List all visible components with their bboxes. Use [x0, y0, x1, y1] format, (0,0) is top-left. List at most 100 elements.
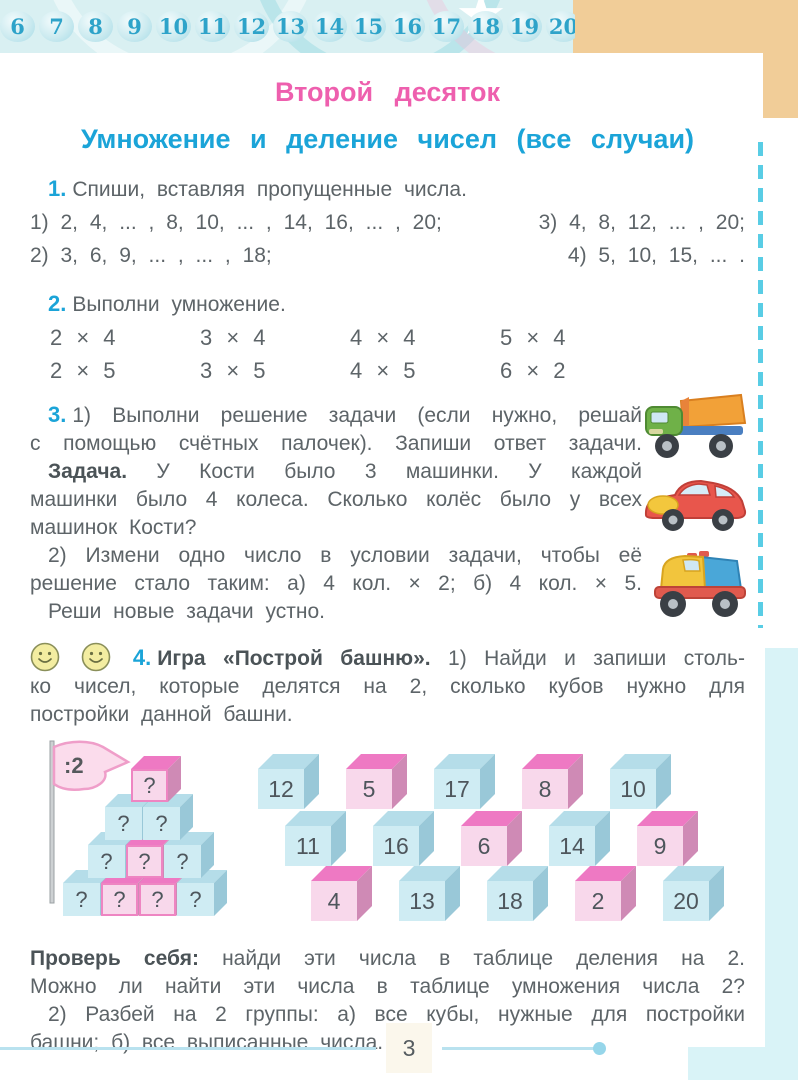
corner-cyan-block — [688, 1047, 798, 1080]
page-title: Второй десяток — [274, 77, 501, 107]
toy-car-image — [644, 479, 747, 531]
sequence-row: 1) 2, 4, ... , 8, 10, ... , 14, 16, ... … — [30, 208, 745, 237]
exercise-2-number: 2. — [48, 291, 67, 316]
multiplication-item: 4 × 4 — [350, 325, 416, 350]
corner-block-top — [573, 0, 798, 53]
exercise-1-header: 1. Спиши, вставляя пропущенные числа. — [30, 175, 745, 204]
number-bubble: 15 — [351, 11, 386, 42]
cube-label: 5 — [362, 775, 376, 802]
number-cube: 16 — [373, 811, 434, 866]
number-cube: 2 — [575, 866, 636, 921]
multiplication-item: 4 × 5 — [350, 358, 416, 383]
check-text: найди эти числа в таблице деления на 2. — [222, 947, 746, 970]
number-bubble: 16 — [390, 11, 425, 42]
exercise-3: 3. 1) Выполни решение задачи (если нужно,… — [30, 393, 747, 626]
pyramid-cube: ? — [164, 832, 214, 878]
smiley-icon — [82, 642, 111, 672]
cube-label: ? — [138, 848, 151, 874]
pyramid-cube: ? — [143, 794, 193, 840]
number-cube: 8 — [522, 754, 583, 809]
cube-label: 13 — [409, 887, 435, 914]
number-cube: 13 — [399, 866, 460, 921]
number-bubble: 18 — [468, 11, 503, 42]
exercise-4-line: 4. Игра «Построй башню». 1) Найди и запиш… — [30, 642, 745, 673]
cube-label: 16 — [383, 832, 409, 859]
number-cube: 17 — [434, 754, 495, 809]
exercise-3-line: Реши новые задачи устно. — [48, 600, 325, 623]
footer-dot — [593, 1041, 606, 1055]
divide-by-2-flag: :2 — [40, 739, 136, 909]
cube-label: 8 — [538, 775, 552, 802]
dump-truck-image — [645, 393, 747, 458]
cube-label: 20 — [673, 887, 699, 914]
cube-label: ? — [100, 848, 113, 874]
cube-label: ? — [189, 886, 202, 912]
cube-label: ? — [117, 810, 130, 836]
check-line: Можно ли найти эти числа в таблице умнож… — [30, 975, 745, 998]
task-label: Задача. — [48, 460, 128, 483]
cube-label: ? — [113, 886, 126, 912]
cube-label: 14 — [559, 832, 585, 859]
cube-label: ? — [176, 848, 189, 874]
number-bubble: 8 — [78, 11, 113, 42]
cube-label: ? — [155, 810, 168, 836]
number-cube: 14 — [549, 811, 610, 866]
number-bubble: 11 — [195, 11, 230, 42]
number-bubble: 10 — [156, 11, 191, 42]
exercise-4: 4. Игра «Построй башню». 1) Найди и запиш… — [30, 642, 745, 729]
pyramid-cube: ? — [126, 832, 176, 878]
exercise-3-number: 3. — [48, 402, 67, 427]
cube-label: 11 — [296, 832, 320, 859]
number-cube: 18 — [487, 866, 548, 921]
pyramid-cube: ? — [177, 870, 227, 916]
smiley-icon — [30, 642, 60, 672]
page-content: Второй десяток Умножение и деление чисел… — [0, 53, 763, 1057]
pyramid-cube: ? — [101, 870, 151, 916]
task-line: машинки было 4 колеса. Сколько колёс был… — [30, 488, 642, 511]
sequence-row: 2) 3, 6, 9, ... , ... , 18; 4) 5, 10, 15… — [30, 241, 745, 270]
footer-line — [0, 1046, 376, 1050]
tower-figure: :2 ?????????? 12 5 17 8 10 11 16 6 14 9 4 13 18 2 20 — [30, 733, 745, 935]
margin-cyan-column — [765, 648, 798, 1080]
exercise-2-prompt: Выполни умножение. — [72, 293, 286, 316]
cube-label: ? — [151, 886, 164, 912]
cube-label: 6 — [477, 832, 491, 859]
cube-label: 4 — [327, 887, 341, 914]
game-title: Игра «Построй башню». — [157, 647, 431, 670]
exercise-3-line: с помощью счётных палочек). Запиши ответ… — [30, 432, 642, 455]
exercise-4-text: 1) Найди и запиши столь- — [448, 647, 745, 670]
multiplication-item: 2 × 4 — [50, 325, 116, 350]
cube-label: 12 — [268, 775, 294, 802]
number-cube: 9 — [637, 811, 698, 866]
cube-label: ? — [75, 886, 88, 912]
number-cube: 11 — [285, 811, 346, 866]
exercise-4-number: 4. — [132, 645, 152, 670]
number-cube: 20 — [663, 866, 724, 921]
number-bubble: 6 — [0, 11, 35, 42]
exercise-1-number: 1. — [48, 176, 67, 201]
multiplication-item: 3 × 5 — [200, 358, 266, 383]
margin-dashed-line — [758, 142, 763, 628]
cube-label: 18 — [497, 887, 523, 914]
number-bubble: 7 — [39, 11, 74, 42]
cube-label: ? — [143, 772, 156, 798]
cube-label: 2 — [591, 887, 605, 914]
number-bubble: 14 — [312, 11, 347, 42]
sequence-item: 2) 3, 6, 9, ... , ... , 18; — [30, 244, 272, 267]
vehicle-pictures — [637, 393, 757, 619]
number-bubble: 13 — [273, 11, 308, 42]
exercise-3-line: решение стало таким: а) 4 кол. × 2; б) 4… — [30, 572, 642, 595]
number-bubble: 19 — [507, 11, 542, 42]
number-cube: 10 — [610, 754, 671, 809]
task-line: Задача. У Кости было 3 машинки. У каждой — [30, 458, 642, 486]
pyramid-cube: ? — [105, 794, 155, 840]
flag-label: :2 — [64, 753, 84, 778]
sequence-item: 4) 5, 10, 15, ... . — [567, 244, 745, 267]
number-bubble: 17 — [429, 11, 464, 42]
number-bubble: 12 — [234, 11, 269, 42]
multiplication-row: 2 × 5 3 × 5 4 × 5 6 × 2 — [30, 356, 745, 385]
pyramid-cube: ? — [131, 756, 181, 802]
pyramid-cube: ? — [88, 832, 138, 878]
task-line: машинок Кости? — [30, 516, 197, 539]
